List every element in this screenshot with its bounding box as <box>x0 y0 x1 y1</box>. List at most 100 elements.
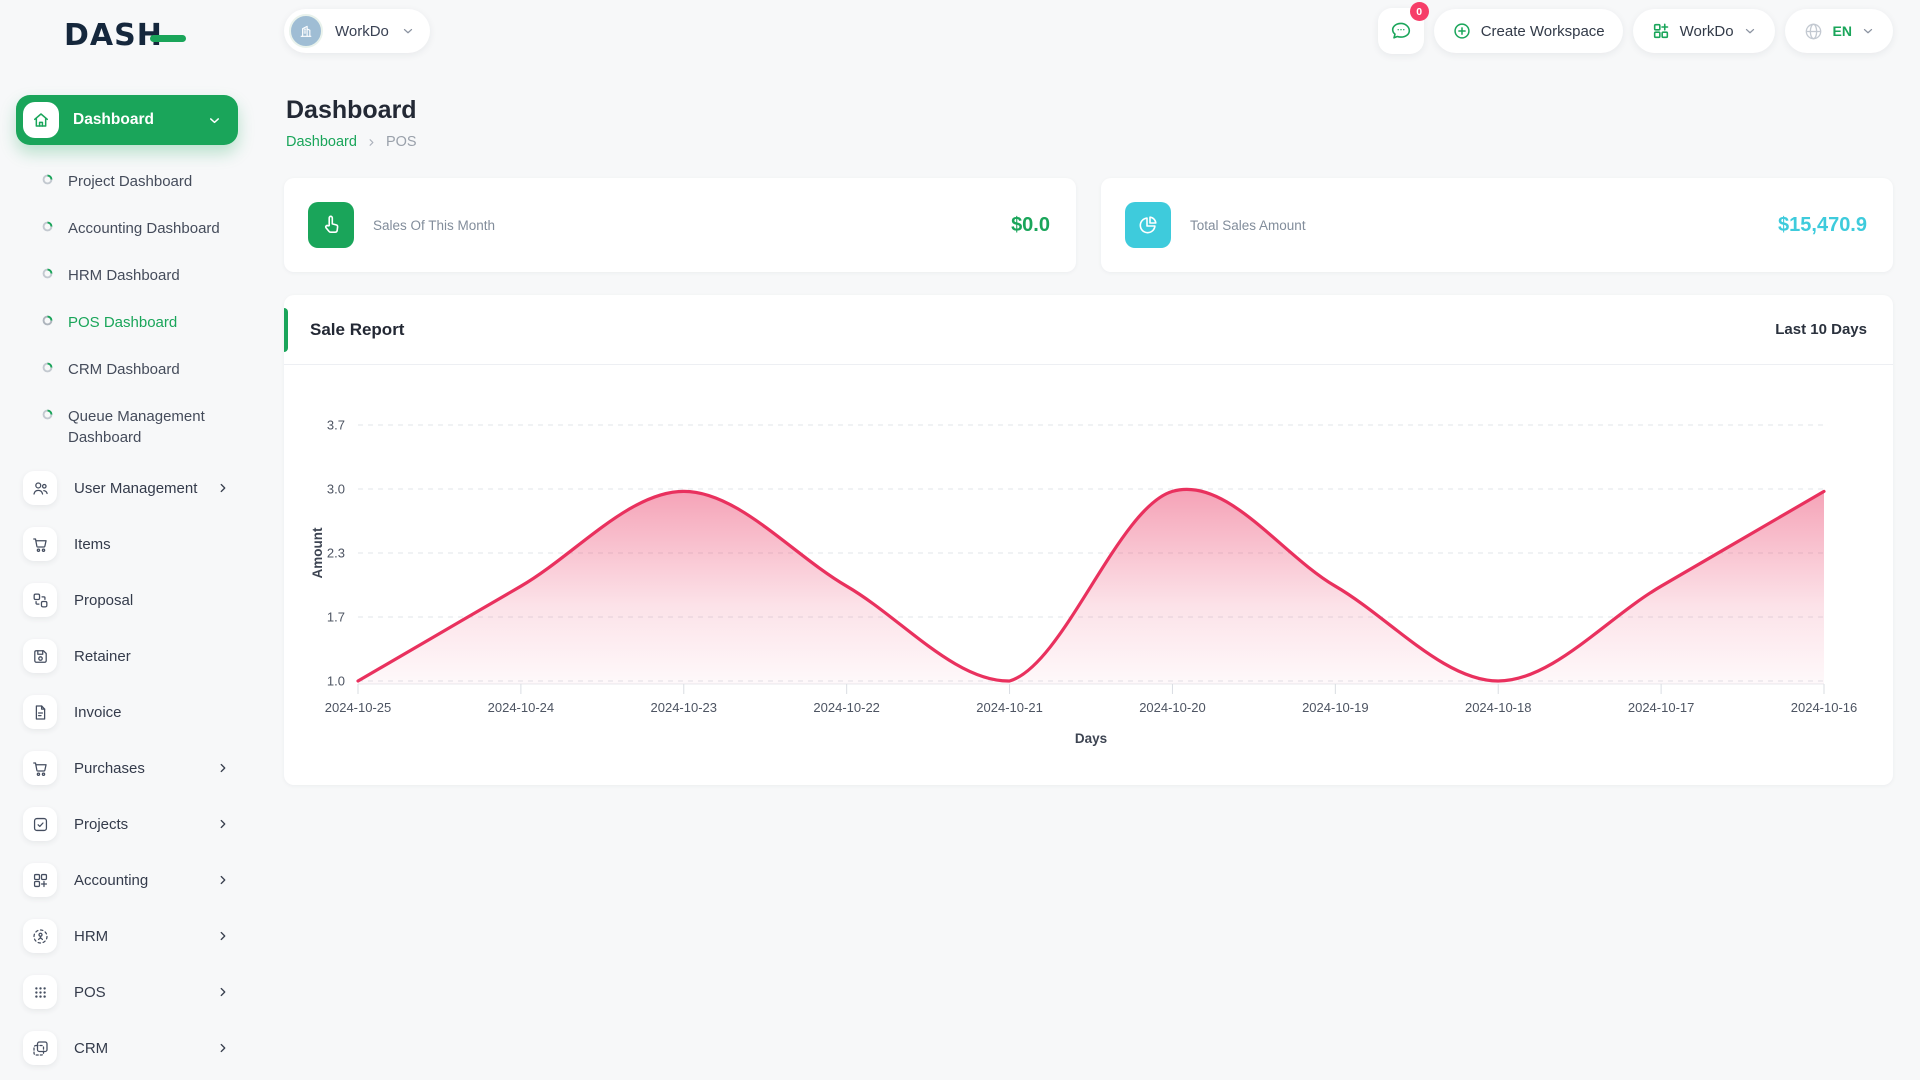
svg-text:2024-10-20: 2024-10-20 <box>1139 700 1206 715</box>
svg-text:2024-10-25: 2024-10-25 <box>325 700 392 715</box>
create-workspace-button[interactable]: Create Workspace <box>1433 9 1623 53</box>
task-check-icon <box>23 807 57 841</box>
chevron-right-icon <box>216 929 230 943</box>
brand-logo-text: DASH <box>64 18 163 53</box>
sidebar-item-purchases[interactable]: Purchases <box>0 740 256 796</box>
create-workspace-label: Create Workspace <box>1480 22 1605 40</box>
status-circle-icon <box>42 221 53 232</box>
workdo-menu-button[interactable]: WorkDo <box>1632 9 1775 53</box>
sale-report-card: Sale Report Last 10 Days 1.0 1.7 2.3 3.0 3.7… <box>284 295 1893 785</box>
stat-value: $15,470.9 <box>1778 213 1867 236</box>
status-circle-icon <box>42 362 53 373</box>
chevron-down-icon <box>207 113 222 128</box>
sidebar-item-label: Invoice <box>74 703 122 721</box>
sidebar-item-label: HRM <box>74 927 109 945</box>
stat-value: $0.0 <box>1011 213 1050 236</box>
sidebar-item-pos-dashboard[interactable]: POS Dashboard <box>0 299 256 346</box>
plus-circle-icon <box>1454 23 1470 39</box>
sidebar-item-label: Retainer <box>74 647 131 665</box>
language-selector[interactable]: EN <box>1784 9 1893 53</box>
svg-text:2024-10-24: 2024-10-24 <box>488 700 555 715</box>
pie-chart-icon <box>1125 202 1171 248</box>
page-title: Dashboard <box>286 96 417 124</box>
status-circle-icon <box>42 409 53 420</box>
invoice-icon <box>23 695 57 729</box>
sidebar-item-dashboard[interactable]: Dashboard <box>16 95 238 145</box>
globe-icon <box>1803 21 1824 42</box>
sale-report-header: Sale Report Last 10 Days <box>284 295 1893 365</box>
svg-text:2024-10-18: 2024-10-18 <box>1465 700 1532 715</box>
sidebar-item-label: CRM Dashboard <box>68 361 180 378</box>
sidebar-item-invoice[interactable]: Invoice <box>0 684 256 740</box>
svg-text:2.3: 2.3 <box>327 546 345 561</box>
brand-logo-dash-icon <box>149 35 186 42</box>
sidebar-item-project-dashboard[interactable]: Project Dashboard <box>0 158 256 205</box>
sidebar-item-label: Queue Management Dashboard <box>68 408 205 446</box>
workspace-name: WorkDo <box>335 22 389 40</box>
chevron-right-icon <box>366 137 377 148</box>
svg-text:2024-10-17: 2024-10-17 <box>1628 700 1695 715</box>
sidebar-item-label: User Management <box>74 479 198 497</box>
svg-text:3.7: 3.7 <box>327 418 345 433</box>
chevron-down-icon <box>1743 24 1757 38</box>
sidebar-item-projects[interactable]: Projects <box>0 796 256 852</box>
sidebar-item-label: Accounting Dashboard <box>68 220 220 237</box>
svg-text:Amount: Amount <box>310 527 325 578</box>
sidebar-item-label: HRM Dashboard <box>68 267 180 284</box>
sidebar-item-label: Items <box>74 535 111 553</box>
sidebar-item-crm[interactable]: CRM <box>0 1020 256 1076</box>
sidebar-item-label: CRM <box>74 1039 109 1057</box>
stat-label: Sales Of This Month <box>373 217 496 233</box>
workspace-switcher[interactable]: WorkDo <box>284 9 430 53</box>
dots-grid-icon <box>23 975 57 1009</box>
sidebar-item-crm-dashboard[interactable]: CRM Dashboard <box>0 346 256 393</box>
svg-text:2024-10-23: 2024-10-23 <box>651 700 718 715</box>
messages-button[interactable]: 0 <box>1377 2 1429 54</box>
sidebar-item-label: Accounting <box>74 871 149 889</box>
svg-text:2024-10-21: 2024-10-21 <box>976 700 1043 715</box>
chevron-right-icon <box>216 481 230 495</box>
chat-bubble-icon <box>1391 22 1410 39</box>
users-icon <box>23 471 57 505</box>
sidebar-item-items[interactable]: Items <box>0 516 256 572</box>
overlapping-squares-icon <box>23 1031 57 1065</box>
stat-label: Total Sales Amount <box>1190 217 1306 233</box>
breadcrumb-dashboard-link[interactable]: Dashboard <box>286 134 357 150</box>
workdo-menu-label: WorkDo <box>1679 22 1734 40</box>
sidebar-item-user-management[interactable]: User Management <box>0 460 256 516</box>
language-code: EN <box>1832 23 1852 39</box>
sidebar-item-retainer[interactable]: Retainer <box>0 628 256 684</box>
svg-text:2024-10-22: 2024-10-22 <box>813 700 880 715</box>
retainer-icon <box>23 639 57 673</box>
sidebar-item-proposal[interactable]: Proposal <box>0 572 256 628</box>
topbar-actions: 0 Create Workspace WorkDo EN <box>1377 2 1893 54</box>
svg-text:2024-10-19: 2024-10-19 <box>1302 700 1369 715</box>
sidebar-item-label: POS <box>74 983 106 1001</box>
home-icon <box>23 102 59 138</box>
chevron-down-icon <box>1861 24 1875 38</box>
chevron-right-icon <box>216 761 230 775</box>
stats-row: Sales Of This Month $0.0 Total Sales Amo… <box>284 178 1893 272</box>
sidebar-item-accounting-dashboard[interactable]: Accounting Dashboard <box>0 205 256 252</box>
sidebar-item-label: Projects <box>74 815 129 833</box>
chevron-right-icon <box>216 985 230 999</box>
brand-logo[interactable]: DASH <box>64 18 186 53</box>
grid-plus-icon <box>23 863 57 897</box>
chevron-down-icon <box>401 24 415 38</box>
hrm-person-circle-icon <box>23 919 57 953</box>
sidebar-item-accounting[interactable]: Accounting <box>0 852 256 908</box>
status-circle-icon <box>42 315 53 326</box>
sidebar-item-hrm-dashboard[interactable]: HRM Dashboard <box>0 252 256 299</box>
sale-report-area-chart: 1.0 1.7 2.3 3.0 3.7 2024-10-25 2024-10-24 2024-… <box>310 418 1857 747</box>
breadcrumb: Dashboard POS <box>286 134 417 150</box>
sidebar-item-hrm[interactable]: HRM <box>0 908 256 964</box>
chevron-right-icon <box>216 873 230 887</box>
cart-icon <box>23 527 57 561</box>
total-sales-amount-card: Total Sales Amount $15,470.9 <box>1101 178 1893 272</box>
accent-bar <box>284 308 288 352</box>
sidebar-item-queue-management-dashboard[interactable]: Queue Management Dashboard <box>0 393 256 461</box>
status-circle-icon <box>42 174 53 185</box>
sidebar-item-pos[interactable]: POS <box>0 964 256 1020</box>
sidebar-item-label: POS Dashboard <box>68 314 178 331</box>
